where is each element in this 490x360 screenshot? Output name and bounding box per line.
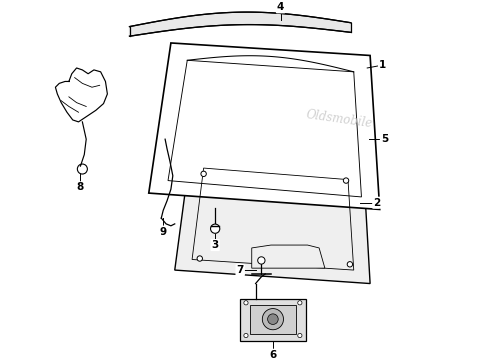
Circle shape xyxy=(347,262,353,267)
Polygon shape xyxy=(149,43,380,210)
Polygon shape xyxy=(250,305,296,334)
Text: 6: 6 xyxy=(270,350,276,360)
Text: 3: 3 xyxy=(212,240,219,250)
Text: 9: 9 xyxy=(160,226,167,237)
Text: Oldsmobile: Oldsmobile xyxy=(306,108,374,131)
Circle shape xyxy=(201,171,206,176)
Text: 7: 7 xyxy=(237,265,244,275)
Polygon shape xyxy=(175,154,370,284)
Circle shape xyxy=(343,178,349,183)
Circle shape xyxy=(298,333,302,338)
Text: 2: 2 xyxy=(373,198,380,208)
Text: 5: 5 xyxy=(381,134,388,144)
Text: 8: 8 xyxy=(77,182,84,192)
Text: 1: 1 xyxy=(379,60,386,70)
Circle shape xyxy=(197,256,202,261)
Circle shape xyxy=(211,224,220,233)
Circle shape xyxy=(298,301,302,305)
Circle shape xyxy=(244,301,248,305)
Polygon shape xyxy=(252,245,325,268)
Circle shape xyxy=(258,257,265,264)
Circle shape xyxy=(244,333,248,338)
Polygon shape xyxy=(240,299,306,341)
Circle shape xyxy=(268,314,278,324)
Polygon shape xyxy=(129,12,351,36)
Polygon shape xyxy=(55,68,107,122)
Text: 4: 4 xyxy=(277,3,284,12)
Circle shape xyxy=(262,309,284,330)
